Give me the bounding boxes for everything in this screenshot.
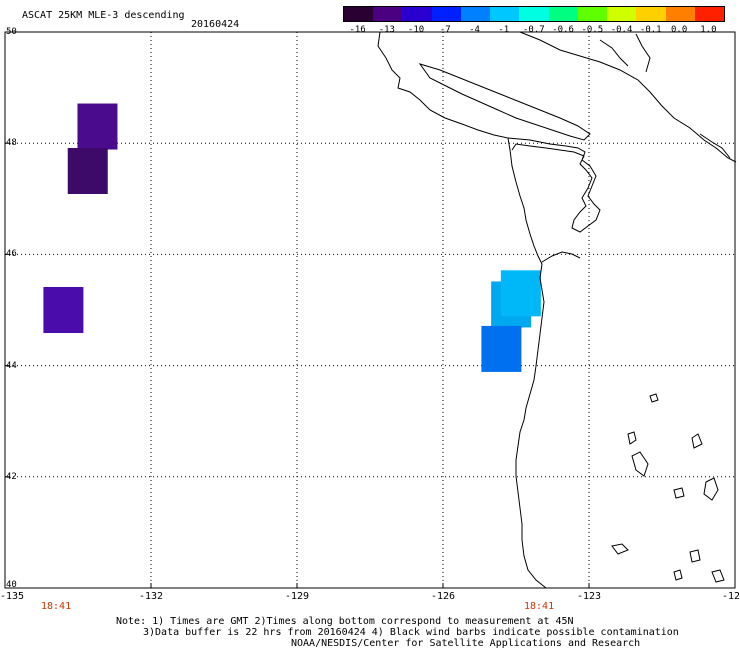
y-tick-label: 42 (6, 471, 17, 482)
colorbar-tick-label: -0.6 (552, 25, 574, 35)
vancouver-island (418, 63, 591, 141)
lake-3 (631, 451, 649, 477)
inlet-2 (635, 33, 651, 73)
y-tick-label: 46 (6, 249, 17, 260)
lake-2 (691, 433, 703, 449)
note-line-1: Note: 1) Times are GMT 2)Times along bot… (116, 616, 574, 627)
colorbar-swatch (490, 7, 520, 21)
lake-9 (673, 569, 683, 581)
x-tick-label: -126 (431, 591, 456, 602)
lake-5 (673, 487, 685, 499)
y-tick-label: 48 (6, 138, 17, 149)
colorbar-tick-label: -4 (469, 25, 480, 35)
lake-1 (627, 431, 637, 445)
map-date: 20160424 (191, 19, 240, 30)
colorbar-swatch (665, 7, 696, 21)
mainland-coastline (377, 31, 547, 589)
colorbar-swatch (519, 7, 550, 21)
data-cell (481, 325, 522, 372)
x-tick-label: -123 (577, 591, 602, 602)
colorbar-swatch (607, 7, 637, 21)
colorbar-tick-label: 1.0 (700, 25, 717, 35)
colorbar-tick-label: -7 (439, 25, 451, 35)
data-cells (43, 103, 541, 372)
colorbar-swatch (344, 7, 374, 21)
time-label-left: 18:41 (41, 601, 72, 612)
data-cell (67, 148, 108, 194)
inlet-3 (699, 133, 731, 159)
y-tick-label: 50 (6, 27, 17, 37)
lake-10 (649, 393, 659, 403)
axis-ticks (4, 31, 736, 589)
y-tick-label: 40 (6, 580, 17, 590)
colorbar-tick-label: -0.4 (610, 25, 633, 35)
note-line-3: NOAA/NESDIS/Center for Satellite Applica… (291, 638, 641, 649)
columbia-river (541, 251, 581, 263)
graticule (5, 32, 735, 588)
x-tick-label: -120 (722, 591, 740, 602)
colorbar-tick-label: -0.5 (581, 25, 604, 35)
colorbar-swatch (577, 7, 608, 21)
colorbar-swatch (548, 7, 579, 21)
colorbar-swatch (431, 7, 462, 21)
map-title: ASCAT 25KM MLE-3 descending (22, 10, 185, 21)
lake-6 (611, 543, 629, 555)
inlet-1 (599, 39, 629, 67)
colorbar-tick-label: -10 (407, 25, 425, 35)
x-tick-label: -132 (139, 591, 164, 602)
colorbar-swatch (694, 7, 725, 21)
lake-4 (703, 477, 719, 501)
colorbar-tick-label: -1 (498, 25, 510, 35)
map-frame (4, 31, 736, 589)
colorbar-swatch (373, 7, 403, 21)
colorbar-tick-label: -16 (349, 25, 366, 35)
x-tick-label: -129 (285, 591, 310, 602)
bc-coast (519, 31, 737, 163)
lake-8 (711, 569, 725, 583)
colorbar-tick-label: -0.1 (639, 25, 662, 35)
colorbar (343, 6, 725, 22)
note-line-2: 3)Data buffer is 22 hrs from 20160424 4)… (143, 627, 679, 638)
colorbar-tick-label: -13 (378, 25, 395, 35)
colorbar-tick-label: -0.7 (523, 25, 545, 35)
puget-sound (507, 137, 601, 233)
y-tick-label: 44 (6, 360, 17, 371)
data-cell (500, 270, 541, 317)
data-cell (43, 287, 84, 333)
colorbar-swatch (460, 7, 491, 21)
data-cell (77, 103, 118, 150)
colorbar-tick-label: 0.0 (671, 25, 688, 35)
colorbar-swatch (402, 7, 433, 21)
coastline (377, 31, 737, 589)
time-label-right: 18:41 (524, 601, 555, 612)
lake-7 (689, 549, 701, 563)
colorbar-swatch (636, 7, 667, 21)
x-tick-label: -135 (0, 591, 25, 602)
